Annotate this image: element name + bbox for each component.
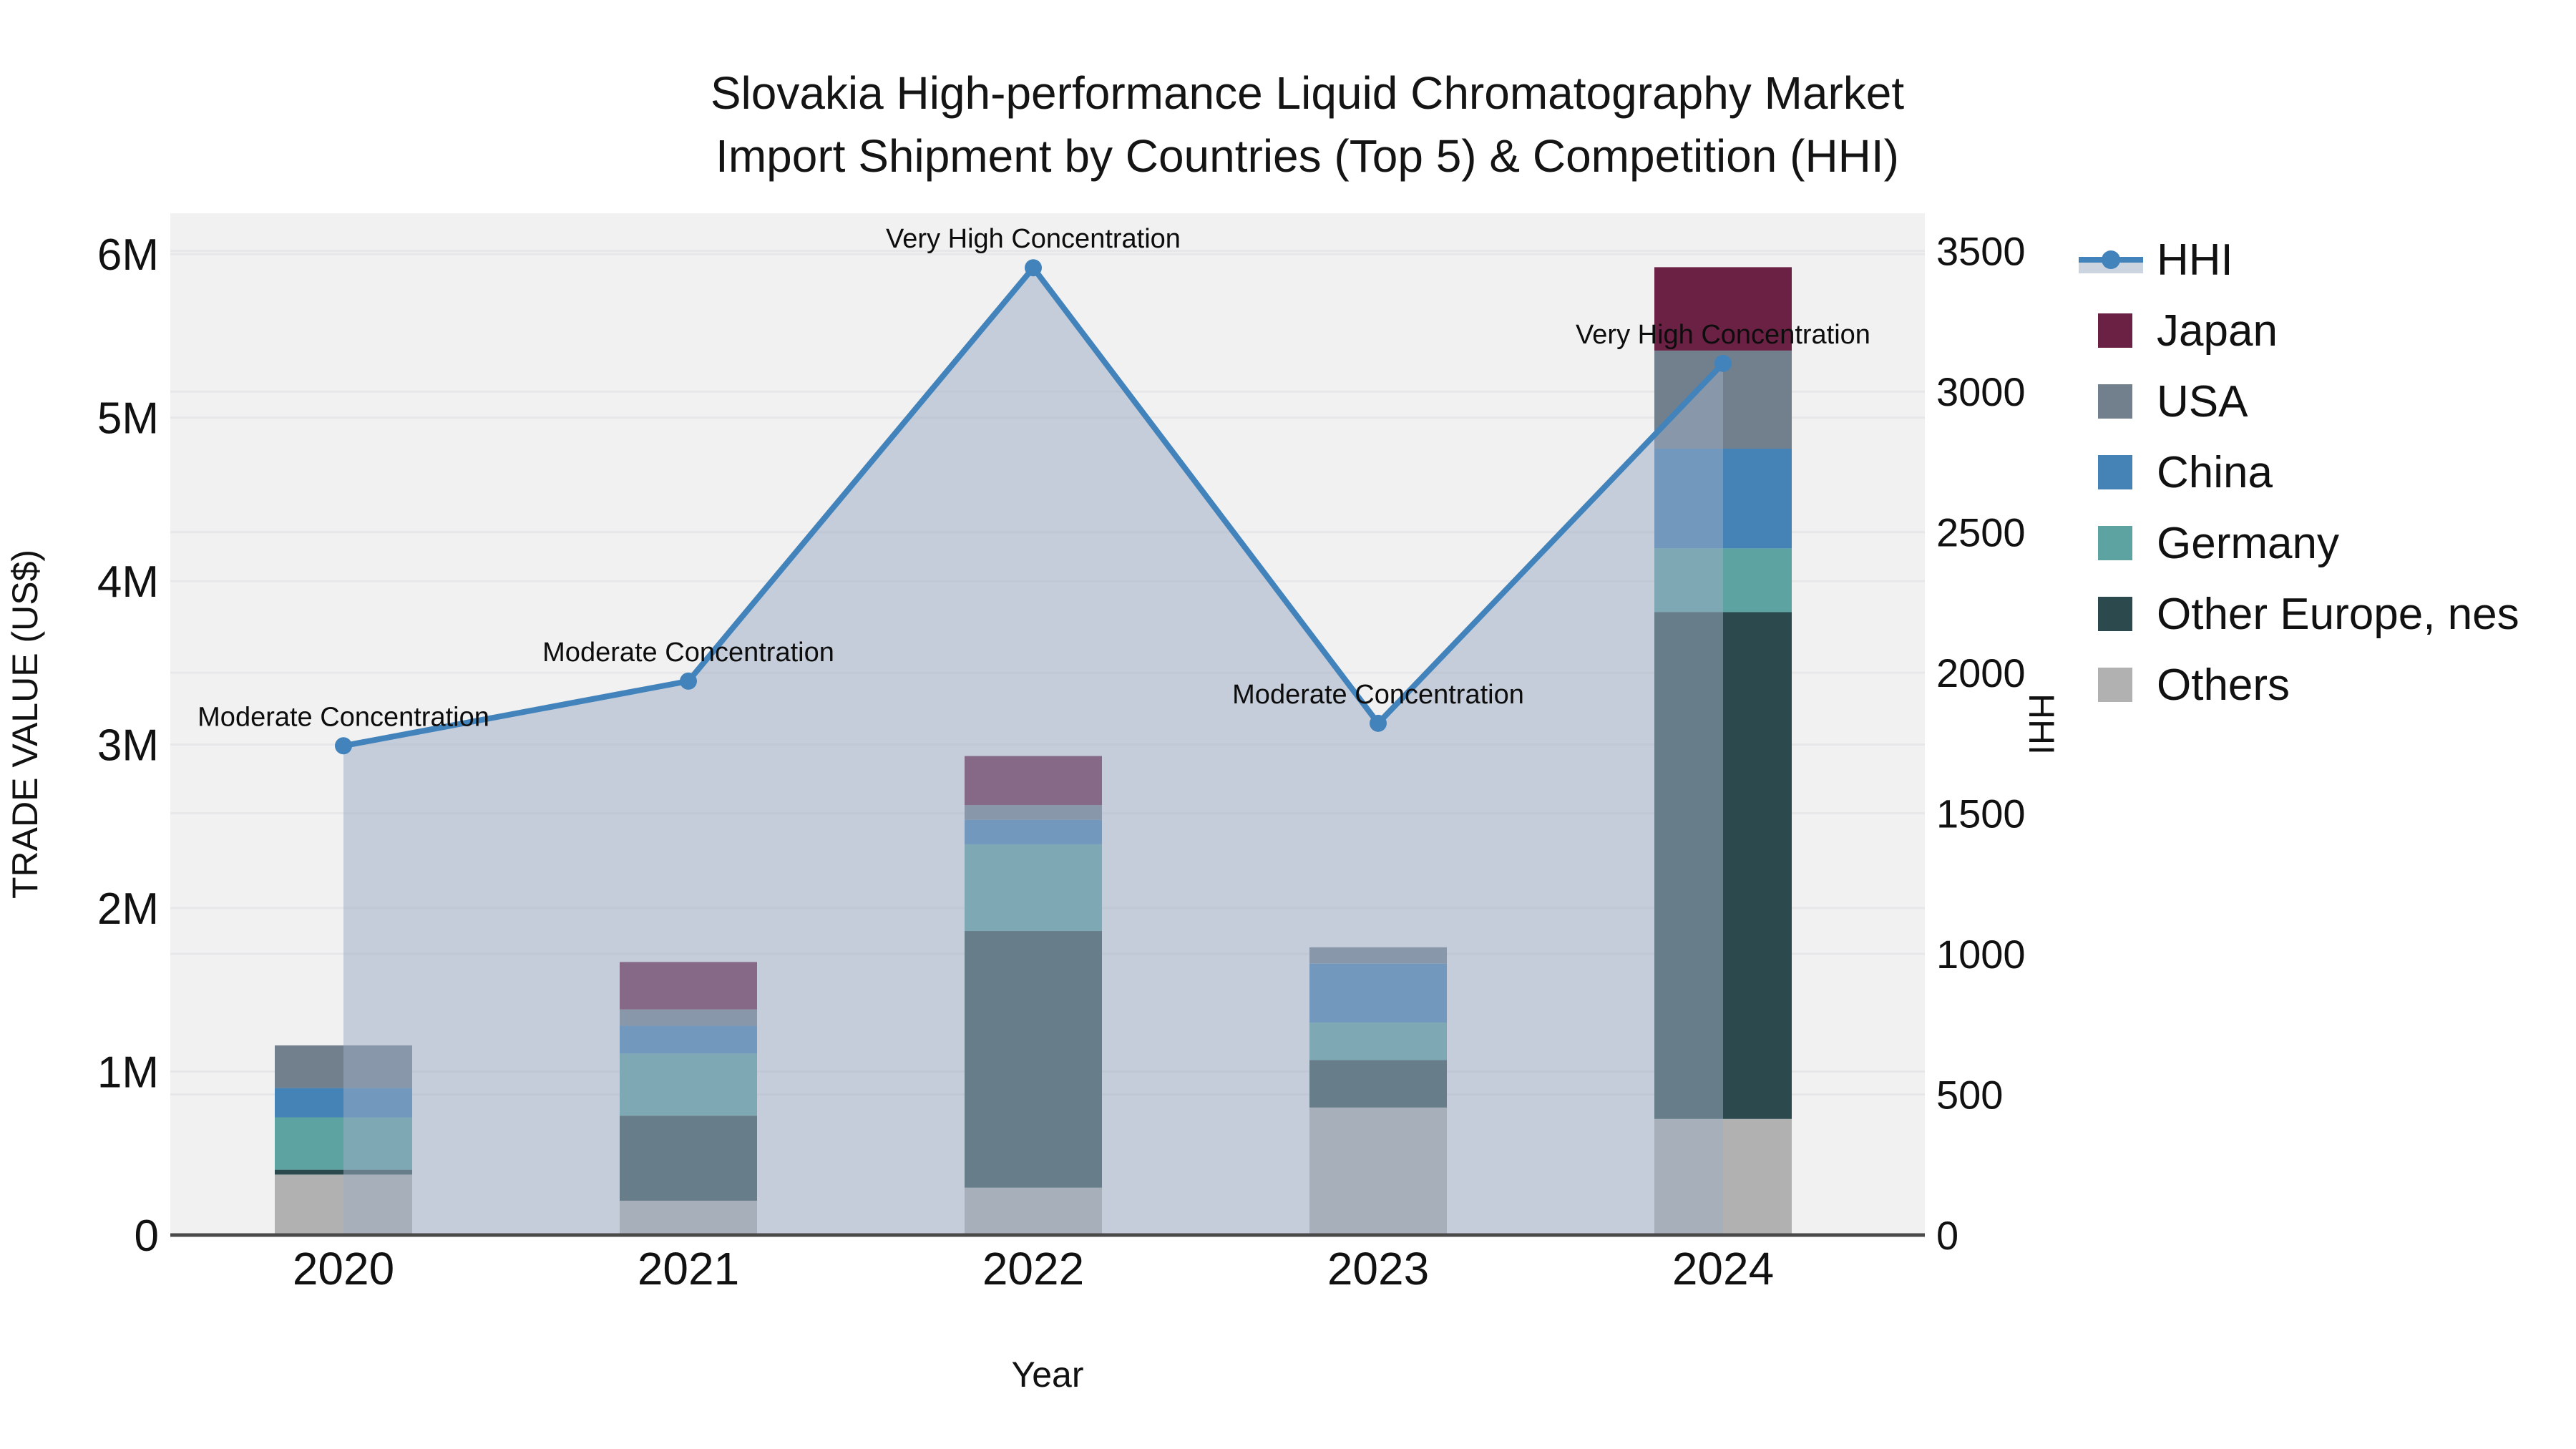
legend-hhi-marker-icon xyxy=(2102,250,2120,269)
x-tick-2022: 2022 xyxy=(982,1243,1084,1294)
y2-axis-title: HHI xyxy=(2021,693,2062,755)
y-tick-1M: 1M xyxy=(97,1048,159,1098)
annotation-2020: Moderate Concentration xyxy=(197,702,489,732)
hhi-marker-2021[interactable] xyxy=(680,672,697,690)
legend-label: Germany xyxy=(2157,519,2339,568)
hhi-marker-2022[interactable] xyxy=(1025,259,1042,277)
x-axis-title: Year xyxy=(1011,1355,1083,1395)
legend-label: Others xyxy=(2157,660,2290,710)
y-tick-2M: 2M xyxy=(97,884,159,934)
legend-label: Japan xyxy=(2157,306,2278,356)
chart-title-line2: Import Shipment by Countries (Top 5) & C… xyxy=(716,130,1899,182)
y-tick-0: 0 xyxy=(135,1211,159,1261)
y-tick-3M: 3M xyxy=(97,721,159,771)
legend-label: China xyxy=(2157,448,2273,497)
hhi-tick-1500: 1500 xyxy=(1936,791,2026,836)
legend-label: USA xyxy=(2157,377,2248,426)
annotation-2024: Very High Concentration xyxy=(1576,320,1870,350)
annotation-2021: Moderate Concentration xyxy=(542,638,834,668)
annotation-2022: Very High Concentration xyxy=(886,224,1181,254)
legend-item-others[interactable]: Others xyxy=(2098,660,2290,710)
x-tick-2023: 2023 xyxy=(1327,1243,1429,1294)
hhi-tick-2500: 2500 xyxy=(1936,510,2026,555)
legend-swatch-others xyxy=(2098,668,2132,702)
x-tick-2020: 2020 xyxy=(293,1243,394,1294)
hhi-marker-2020[interactable] xyxy=(335,737,352,755)
legend-swatch-other-europe-nes xyxy=(2098,597,2132,631)
legend-swatch-japan xyxy=(2098,313,2132,348)
legend: HHI Japan USA China Germany Other Europe, nes… xyxy=(2079,235,2519,710)
hhi-area-fill xyxy=(343,268,1723,1235)
hhi-tick-1000: 1000 xyxy=(1936,932,2026,977)
y-tick-4M: 4M xyxy=(97,557,159,607)
bar-segment-japan-2024[interactable] xyxy=(1654,267,1792,351)
legend-label: HHI xyxy=(2157,235,2233,285)
x-tick-2021: 2021 xyxy=(638,1243,739,1294)
legend-item-hhi[interactable]: HHI xyxy=(2079,235,2233,285)
hhi-tick-0: 0 xyxy=(1936,1213,1958,1258)
chart-title-line1: Slovakia High-performance Liquid Chromat… xyxy=(711,67,1905,119)
hhi-tick-3500: 3500 xyxy=(1936,229,2026,274)
legend-label: Other Europe, nes xyxy=(2157,590,2519,639)
legend-item-china[interactable]: China xyxy=(2098,448,2273,497)
hhi-marker-2024[interactable] xyxy=(1714,354,1732,372)
legend-item-usa[interactable]: USA xyxy=(2098,377,2248,426)
y-axis-title: TRADE VALUE (US$) xyxy=(5,550,45,899)
hhi-tick-500: 500 xyxy=(1936,1073,2003,1118)
y-tick-5M: 5M xyxy=(97,394,159,444)
y-tick-6M: 6M xyxy=(97,230,159,280)
legend-item-other-europe-nes[interactable]: Other Europe, nes xyxy=(2098,590,2519,639)
legend-item-germany[interactable]: Germany xyxy=(2098,519,2339,568)
hhi-marker-2023[interactable] xyxy=(1370,714,1387,732)
hhi-tick-3000: 3000 xyxy=(1936,369,2026,414)
legend-swatch-germany xyxy=(2098,526,2132,560)
legend-swatch-usa xyxy=(2098,384,2132,419)
plot-area: Moderate Concentration Moderate Concentra… xyxy=(97,213,2026,1294)
legend-swatch-china xyxy=(2098,455,2132,489)
x-tick-2024: 2024 xyxy=(1672,1243,1774,1294)
legend-item-japan[interactable]: Japan xyxy=(2098,306,2278,356)
hhi-tick-2000: 2000 xyxy=(1936,650,2026,696)
annotation-2023: Moderate Concentration xyxy=(1232,680,1524,710)
